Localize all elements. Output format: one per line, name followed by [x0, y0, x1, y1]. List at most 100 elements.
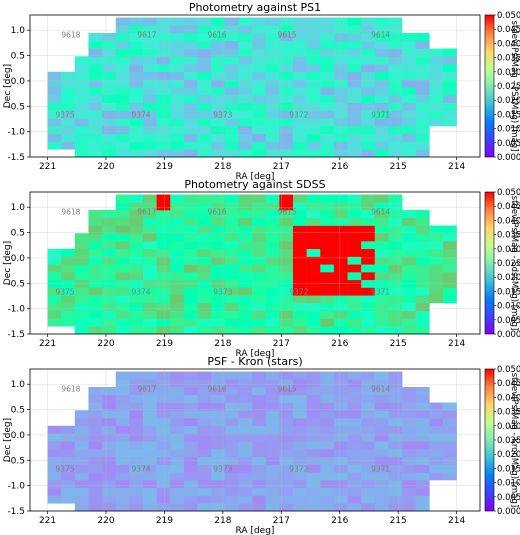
heatmap-cell: [292, 449, 307, 458]
heatmap-cell: [129, 264, 144, 273]
heatmap-cell: [374, 194, 389, 203]
heatmap-cell: [142, 118, 157, 127]
heatmap-cell: [388, 318, 403, 327]
heatmap-cell: [333, 503, 348, 512]
panel-title: Photometry against PS1: [189, 1, 321, 14]
heatmap-cell: [347, 487, 362, 496]
heatmap-cell: [142, 394, 157, 403]
x-tick-label: 215: [390, 516, 407, 526]
heatmap-cell: [374, 495, 389, 504]
heatmap-cell: [306, 272, 321, 281]
heatmap-cell: [402, 110, 417, 119]
heatmap-cell: [47, 102, 62, 111]
heatmap-cell: [142, 379, 157, 388]
heatmap-cell: [252, 210, 267, 219]
heatmap-cell: [156, 56, 171, 65]
heatmap-cell: [347, 233, 362, 242]
heatmap-cell: [279, 217, 294, 226]
heatmap-cell: [115, 126, 130, 135]
heatmap-cell: [415, 110, 430, 119]
heatmap-cell: [88, 248, 103, 257]
heatmap-cell: [238, 64, 253, 73]
heatmap-cell: [197, 394, 212, 403]
heatmap-cell: [361, 71, 376, 80]
heatmap-cell: [142, 410, 157, 419]
heatmap-cell: [156, 248, 171, 257]
heatmap-cell: [361, 64, 376, 73]
heatmap-cell: [292, 149, 307, 158]
heatmap-cell: [238, 110, 253, 119]
heatmap-cell: [347, 126, 362, 135]
ccd-label: 9617: [137, 207, 156, 216]
heatmap-cell: [442, 456, 457, 465]
colorbar-tick-label: 0.005: [497, 493, 520, 503]
heatmap-cell: [238, 141, 253, 150]
heatmap-cell: [333, 87, 348, 96]
colorbar-tick-label: 0.050: [497, 365, 520, 375]
heatmap-cell: [415, 225, 430, 234]
heatmap-cell: [129, 464, 144, 473]
heatmap-cell: [129, 279, 144, 288]
colorbar-tick-label: 0.015: [497, 287, 520, 297]
heatmap-cell: [102, 387, 117, 396]
heatmap-cell: [429, 272, 444, 281]
heatmap-cell: [61, 318, 76, 327]
heatmap-cell: [306, 56, 321, 65]
heatmap-cell: [129, 95, 144, 104]
heatmap-cell: [197, 25, 212, 34]
heatmap-cell: [115, 133, 130, 142]
heatmap-cell: [388, 141, 403, 150]
heatmap-cell: [388, 394, 403, 403]
heatmap-cell: [252, 487, 267, 496]
heatmap-cell: [238, 126, 253, 135]
heatmap-cell: [74, 303, 89, 312]
heatmap-cell: [333, 472, 348, 481]
heatmap-cell: [211, 425, 226, 434]
heatmap-cell: [156, 272, 171, 281]
heatmap-cell: [388, 194, 403, 203]
heatmap-cell: [129, 441, 144, 450]
heatmap-cell: [115, 303, 130, 312]
heatmap-cell: [415, 310, 430, 319]
heatmap-cell: [183, 472, 198, 481]
heatmap-cell: [292, 272, 307, 281]
heatmap-cell: [265, 295, 280, 304]
ccd-label: 9372: [289, 110, 308, 119]
y-tick-label: -1.0: [7, 482, 25, 492]
heatmap-cell: [429, 225, 444, 234]
heatmap-cell: [361, 264, 376, 273]
heatmap-cell: [170, 387, 185, 396]
heatmap-cell: [252, 233, 267, 242]
heatmap-cell: [224, 79, 239, 88]
heatmap-cell: [211, 141, 226, 150]
colorbar-tick-label: 0.030: [497, 422, 520, 432]
heatmap-cell: [211, 456, 226, 465]
heatmap-cell: [347, 33, 362, 42]
heatmap-cell: [211, 503, 226, 512]
heatmap-cell: [156, 402, 171, 411]
heatmap-cell: [279, 71, 294, 80]
heatmap-cell: [238, 279, 253, 288]
heatmap-cell: [361, 202, 376, 211]
colorbar-tick-label: 0.020: [497, 450, 520, 460]
heatmap-cell: [415, 217, 430, 226]
heatmap-cell: [224, 25, 239, 34]
heatmap-cell: [102, 279, 117, 288]
heatmap-cell: [374, 48, 389, 57]
heatmap-cell: [47, 318, 62, 327]
heatmap-cell: [279, 202, 294, 211]
heatmap-cell: [183, 233, 198, 242]
heatmap-cell: [320, 56, 335, 65]
heatmap-cell: [415, 141, 430, 150]
y-tick-label: -0.5: [7, 456, 25, 466]
ccd-label: 9371: [371, 464, 390, 473]
heatmap-cell: [279, 402, 294, 411]
heatmap-cell: [238, 433, 253, 442]
heatmap-cell: [142, 202, 157, 211]
heatmap-cell: [306, 433, 321, 442]
x-tick-label: 220: [97, 162, 114, 172]
heatmap-cell: [197, 318, 212, 327]
heatmap-cell: [156, 487, 171, 496]
heatmap-cell: [183, 264, 198, 273]
heatmap-cell: [102, 87, 117, 96]
